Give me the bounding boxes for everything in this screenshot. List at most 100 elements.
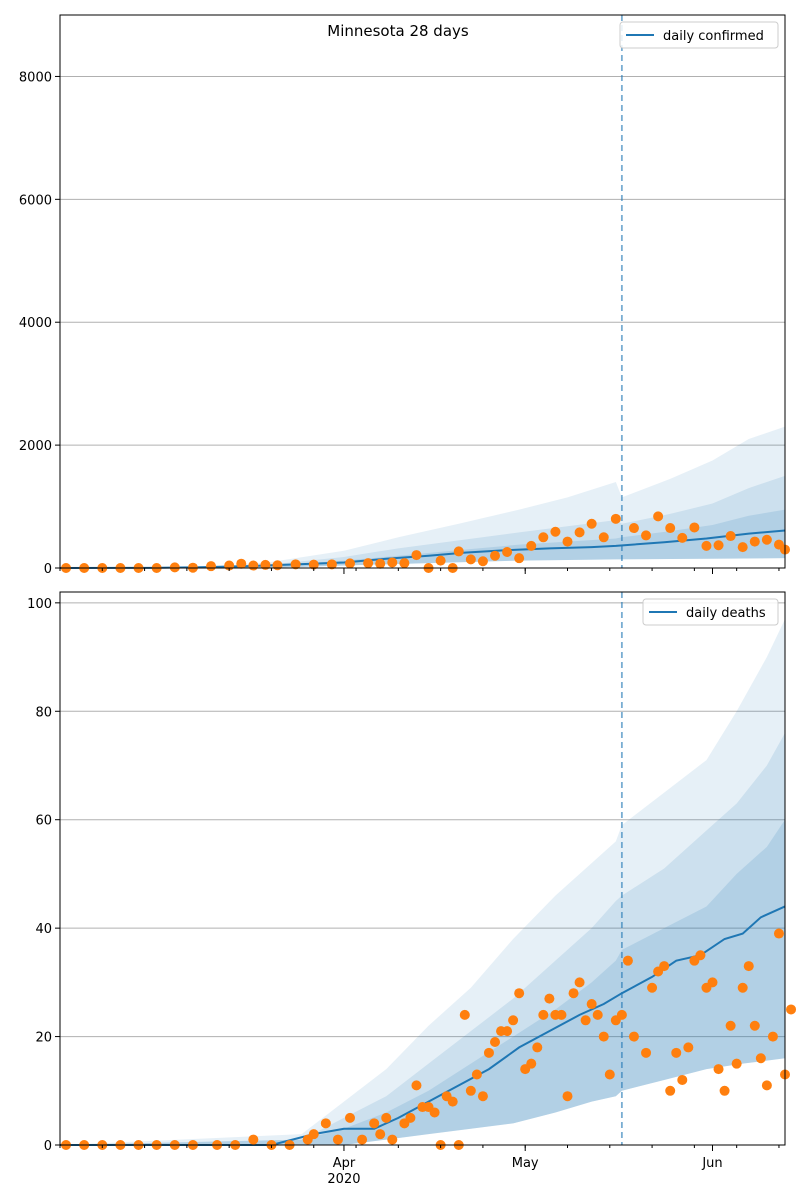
deaths-observed-point: [695, 950, 706, 961]
confirmed-observed-point: [248, 560, 259, 571]
deaths-observed-point: [580, 1015, 591, 1026]
deaths-observed-point: [628, 1031, 639, 1042]
deaths-observed-point: [647, 982, 658, 993]
confirmed-y-tick-label: 8000: [19, 70, 52, 85]
confirmed-observed-point: [375, 558, 386, 569]
deaths-observed-point: [683, 1042, 694, 1053]
deaths-observed-point: [320, 1118, 331, 1129]
deaths-y-tick-label: 60: [35, 814, 52, 829]
deaths-y-tick-label: 0: [44, 1139, 52, 1154]
deaths-observed-point: [641, 1047, 652, 1058]
deaths-observed-point: [381, 1112, 392, 1123]
confirmed-observed-point: [290, 559, 301, 570]
deaths-observed-point: [405, 1112, 416, 1123]
confirmed-legend: daily confirmed: [619, 21, 779, 49]
figure-title: Minnesota 28 days: [327, 22, 469, 40]
deaths-observed-point: [248, 1134, 259, 1145]
deaths-band-outer: [60, 619, 785, 1145]
deaths-observed-point: [767, 1031, 778, 1042]
deaths-x-tick-label: May: [512, 1156, 539, 1171]
confirmed-observed-point: [206, 561, 217, 572]
confirmed-observed-point: [665, 523, 676, 534]
deaths-observed-point: [375, 1129, 386, 1140]
deaths-observed-point: [459, 1009, 470, 1020]
deaths-y-tick-label: 20: [35, 1031, 52, 1046]
confirmed-observed-point: [363, 558, 374, 569]
deaths-x-tick-label: Apr: [333, 1156, 356, 1171]
deaths-observed-point: [713, 1064, 724, 1075]
confirmed-observed-point: [272, 560, 283, 571]
confirmed-legend-box: [619, 21, 779, 49]
deaths-observed-point: [514, 988, 525, 999]
deaths-observed-point: [568, 988, 579, 999]
deaths-band-inner: [60, 819, 785, 1145]
deaths-y-tick-label: 100: [27, 597, 52, 612]
deaths-observed-point: [332, 1134, 343, 1145]
deaths-observed-point: [707, 977, 718, 988]
deaths-observed-point: [749, 1020, 760, 1031]
confirmed-observed-point: [399, 558, 410, 569]
deaths-observed-point: [357, 1134, 368, 1145]
deaths-x-tick-sublabel: 2020: [327, 1172, 360, 1187]
deaths-observed-point: [616, 1009, 627, 1020]
deaths-observed-point: [562, 1091, 573, 1102]
deaths-axes-frame: [59, 591, 786, 1146]
deaths-observed-point: [773, 928, 784, 939]
confirmed-observed-point: [465, 554, 476, 565]
confirmed-observed-point: [737, 542, 748, 553]
confirmed-observed-point: [345, 558, 355, 569]
deaths-observed-point: [556, 1009, 567, 1020]
confirmed-observed-point: [514, 553, 525, 564]
confirmed-observed-point: [628, 523, 639, 534]
confirmed-observed-point: [701, 540, 712, 551]
deaths-observed-point: [308, 1129, 319, 1140]
deaths-observed-point: [719, 1085, 730, 1096]
deaths-observed-point: [677, 1074, 688, 1085]
confirmed-observed-point: [260, 559, 271, 570]
confirmed-observed-point: [490, 550, 500, 561]
confirmed-observed-point: [677, 532, 688, 543]
deaths-observed-point: [737, 982, 748, 993]
confirmed-observed-point: [713, 540, 724, 551]
panel-confirmed: 0 2000 4000 6000 8000 daily confirmed: [19, 14, 790, 577]
confirmed-observed-point: [610, 513, 621, 524]
deaths-observed-point: [477, 1091, 488, 1102]
confirmed-observed-point: [435, 555, 446, 566]
deaths-observed-point: [490, 1036, 500, 1047]
deaths-observed-point: [786, 1004, 797, 1015]
deaths-median-line: [60, 905, 786, 1146]
confirmed-axes-frame: [59, 14, 786, 569]
confirmed-observed-point: [169, 562, 180, 573]
confirmed-observed-point: [761, 534, 772, 545]
confirmed-observed-point: [749, 536, 760, 547]
deaths-observed-point: [665, 1085, 676, 1096]
deaths-observed-point: [598, 1031, 609, 1042]
confirmed-observed-point: [689, 522, 700, 533]
deaths-observed-point: [604, 1069, 615, 1080]
deaths-observed-point: [483, 1047, 494, 1058]
deaths-legend: daily deaths: [642, 598, 779, 626]
deaths-observed-point: [725, 1020, 736, 1031]
confirmed-observed-point: [538, 532, 549, 543]
confirmed-observed-point: [725, 531, 736, 542]
deaths-observed-point: [387, 1134, 398, 1145]
deaths-observed-point: [429, 1107, 440, 1118]
deaths-observed-point: [508, 1015, 519, 1026]
deaths-y-tick-label: 40: [35, 922, 52, 937]
confirmed-observed-point: [586, 518, 597, 529]
deaths-observed-point: [471, 1069, 482, 1080]
deaths-observed-point: [544, 993, 555, 1004]
deaths-y-tick-label: 80: [35, 705, 52, 720]
deaths-observed-point: [574, 977, 585, 988]
deaths-observed-point: [622, 955, 633, 966]
confirmed-observed-point: [562, 536, 573, 547]
deaths-observed-point: [465, 1085, 476, 1096]
confirmed-observed-point: [502, 547, 513, 558]
confirmed-legend-label: daily confirmed: [663, 29, 764, 44]
deaths-legend-label: daily deaths: [686, 606, 766, 621]
confirmed-observed-point: [574, 527, 585, 538]
deaths-observed-point: [502, 1026, 513, 1037]
deaths-x-tick-label: Jun: [701, 1156, 722, 1171]
